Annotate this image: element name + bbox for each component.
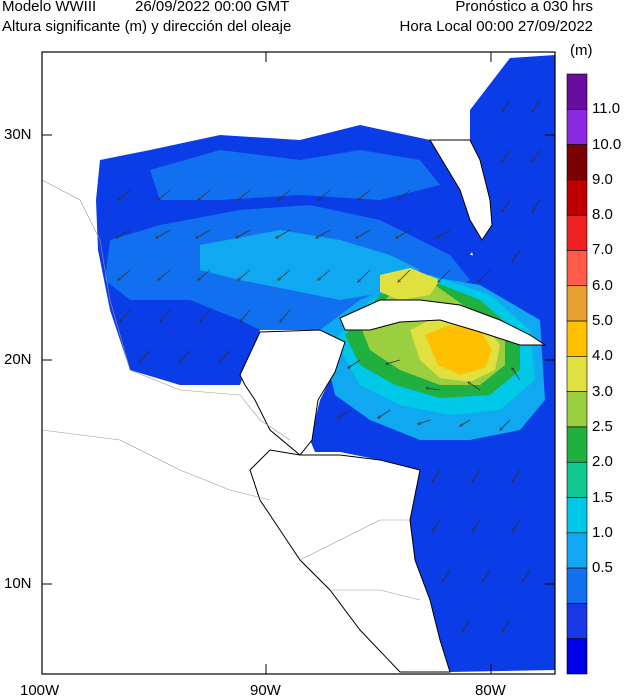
colorbar-level-label: 1.0 [592,523,613,541]
variable-title: Altura significante (m) y dirección del … [2,18,292,35]
yucatan-peninsula [239,329,346,456]
colorbar-swatch [566,179,588,216]
forecast-hours: Pronóstico a 030 hrs [455,0,593,15]
colorbar-swatch [566,497,588,534]
colorbar-unit: (m) [570,42,593,59]
caribbean-peak-band [425,325,492,375]
central-america [249,449,451,673]
colorbar-swatch [566,532,588,569]
colorbar-level-label: 4.0 [592,347,613,365]
colorbar-level-label: 2.0 [592,453,613,471]
lon-ticks [41,52,492,674]
gulf-north-band [150,150,440,200]
atlantic-field [470,55,555,330]
colorbar-level-label: 9.0 [592,170,613,188]
colorbar-level-label: 1.5 [592,488,613,506]
colorbar-swatch [566,320,588,357]
colorbar-swatch [566,603,588,640]
model-title: Modelo WWIII [2,0,97,15]
colorbar-swatch [566,285,588,322]
lat-ticks [42,134,555,585]
local-time: Hora Local 00:00 27/09/2022 [399,18,593,35]
country-borders [41,179,421,601]
gulf-center-band [200,230,420,300]
yucatan-channel-band [380,268,440,300]
florida [429,139,493,241]
colorbar-swatch [566,144,588,181]
colorbar-level-label: 10.0 [592,135,622,153]
run-date: 26/09/2022 00:00 GMT [135,0,290,15]
colorbar-swatch [566,638,588,675]
colorbar-swatch [566,391,588,428]
lat-label-10n: 10N [4,575,32,592]
colorbar-level-label: 3.0 [592,382,613,400]
colorbar-level-label: 8.0 [592,206,613,224]
colorbar-swatch [566,214,588,251]
colorbar-swatch [566,567,588,604]
colorbar-level-label: 5.0 [592,312,613,330]
colorbar-level-label: 11.0 [592,100,621,118]
lon-label-90w: 90W [250,682,281,699]
lon-label-100w: 100W [20,682,60,699]
coastlines [239,139,547,673]
colorbar-swatch [566,250,588,287]
colorbar-swatch [566,426,588,463]
colorbar-swatch [566,73,588,110]
colorbar-level-label: 2.5 [592,417,613,435]
colorbar [566,73,588,675]
cuba [339,299,547,346]
lon-label-80w: 80W [475,682,506,699]
lat-label-20n: 20N [4,351,32,368]
colorbar-level-label: 0.5 [592,559,613,577]
colorbar-level-label: 7.0 [592,241,613,259]
wave-direction-arrows [116,99,541,632]
colorbar-level-label: 6.0 [592,276,613,294]
lat-label-30n: 30N [4,126,32,143]
colorbar-swatch [566,461,588,498]
colorbar-swatch [566,356,588,392]
colorbar-swatch [566,108,588,145]
map-frame [41,51,556,675]
